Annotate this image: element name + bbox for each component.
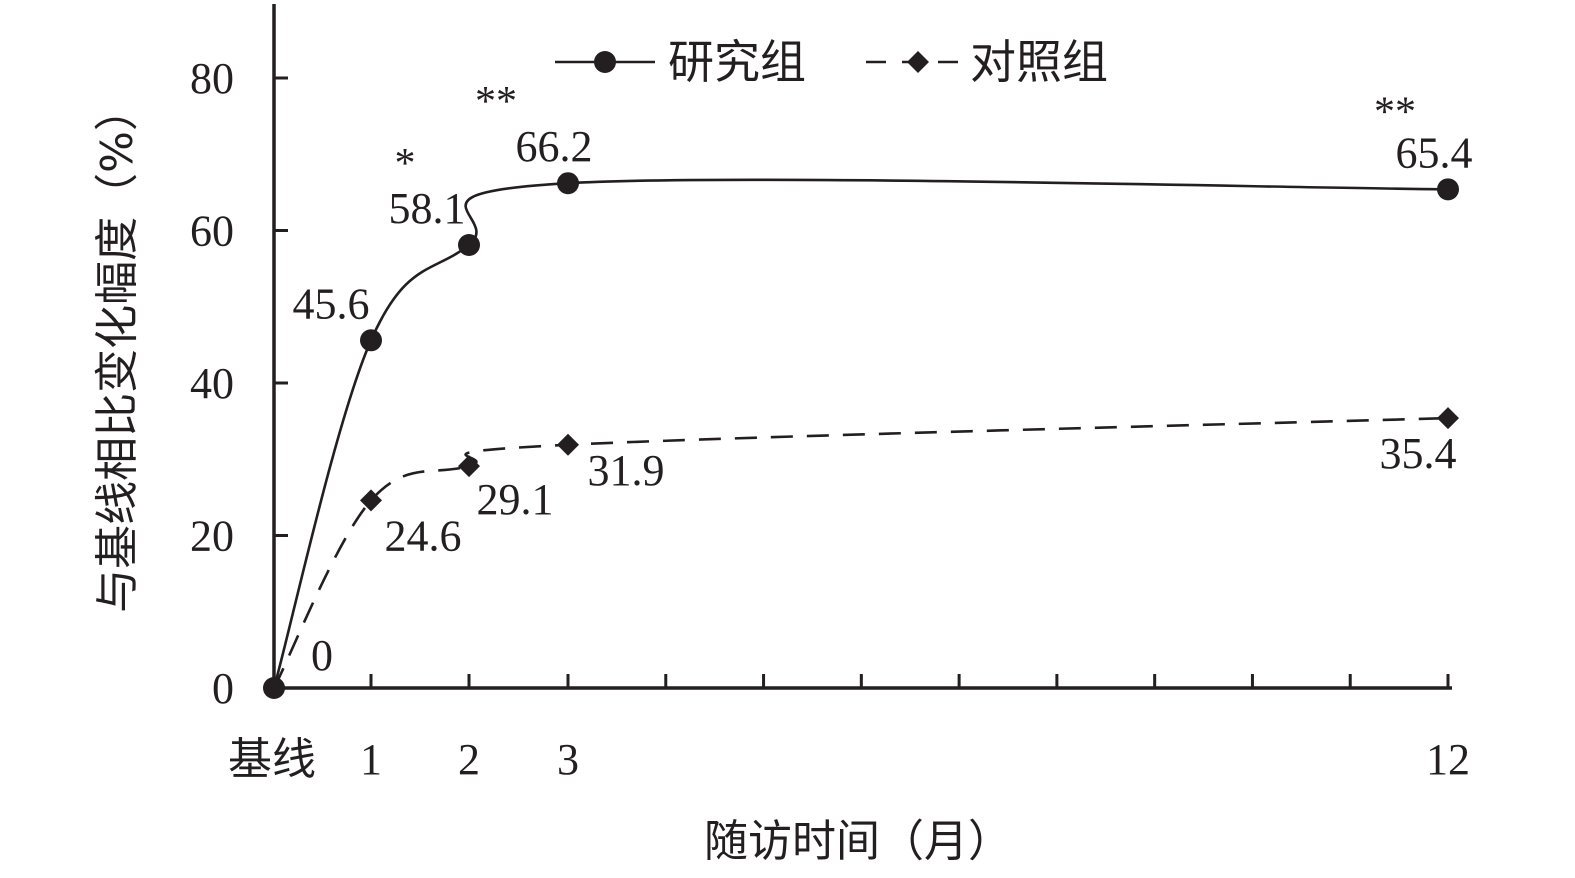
data-label: 29.1 — [477, 475, 554, 524]
series-layer — [263, 172, 1459, 699]
data-point-circle — [458, 233, 480, 256]
series-line-2 — [272, 416, 1449, 689]
data-label: 24.6 — [385, 511, 462, 560]
series-line-1 — [272, 178, 1449, 689]
labels-layer: 45.658.1* 66.2**65.4**024.629.131.9 35.4 — [293, 79, 1473, 680]
data-point-circle — [557, 172, 579, 195]
y-tick-label: 60 — [190, 207, 234, 256]
data-point-diamond — [458, 455, 480, 478]
y-tick-label: 40 — [190, 359, 234, 408]
significance-label: ** — [475, 79, 517, 125]
data-point-diamond — [1437, 407, 1459, 430]
y-tick-label: 0 — [212, 664, 234, 713]
data-label: 31.9 — [588, 446, 665, 495]
y-tick-label: 20 — [190, 512, 234, 561]
y-tick-label: 80 — [190, 54, 234, 103]
x-tick-label: 12 — [1426, 735, 1470, 784]
x-tick-label: 2 — [458, 735, 480, 784]
legend-marker-diamond — [907, 51, 929, 73]
data-label: 35.4 — [1380, 429, 1457, 478]
y-axis-title: 与基线相比变化幅度（%） — [92, 87, 143, 613]
x-axis-title: 随访时间（月） — [704, 816, 1012, 867]
data-point-diamond — [360, 489, 382, 512]
x-tick-label: 基线 — [228, 735, 316, 784]
data-point-circle — [360, 329, 382, 352]
legend-marker-circle — [594, 51, 616, 73]
data-label: 0 — [311, 631, 333, 680]
data-label: 45.6 — [293, 279, 370, 328]
x-tick-label: 1 — [360, 735, 382, 784]
data-label: 65.4 — [1396, 128, 1473, 177]
legend-label-study: 研究组 — [668, 35, 806, 89]
significance-label: ** — [1374, 89, 1416, 135]
data-label: 66.2 — [516, 122, 593, 171]
x-tick-label: 3 — [557, 735, 579, 784]
legend-label-control: 对照组 — [970, 35, 1108, 89]
significance-label: * — [395, 141, 416, 187]
data-point-circle — [1437, 178, 1459, 201]
legend: 研究组 对照组 — [555, 35, 1108, 89]
data-point-diamond — [557, 433, 579, 456]
data-point-diamond — [263, 677, 285, 699]
data-label: 58.1 — [389, 184, 466, 233]
